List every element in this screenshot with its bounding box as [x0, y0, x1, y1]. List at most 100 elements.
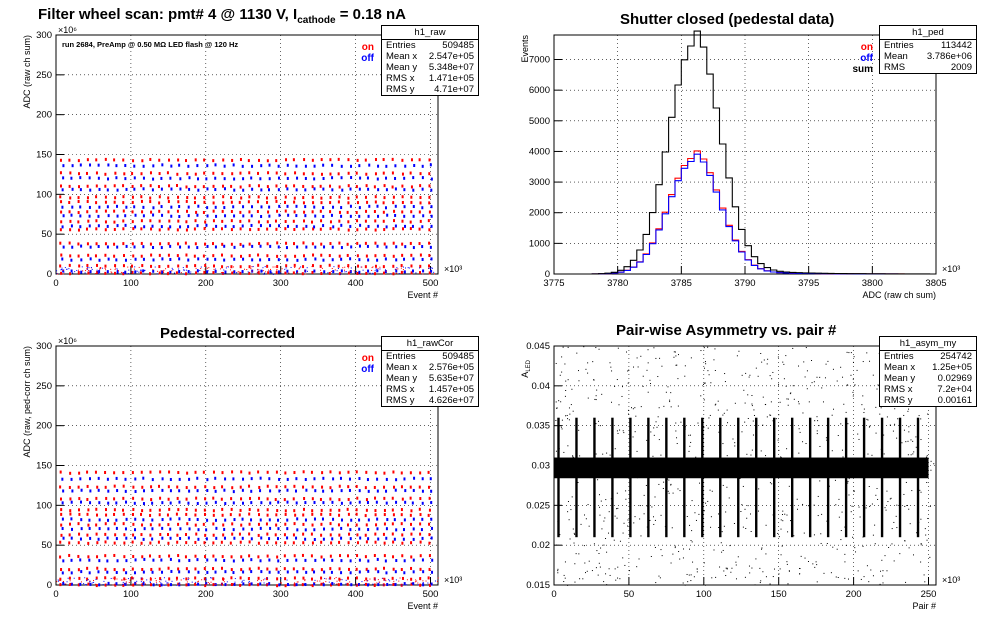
data-point	[677, 488, 679, 490]
data-point	[698, 513, 700, 515]
data-point	[56, 581, 58, 583]
data-point	[104, 576, 107, 580]
data-point	[367, 214, 370, 218]
data-point	[158, 523, 161, 527]
y-tick-label: 100	[36, 500, 52, 511]
x-tick-label: 3795	[798, 278, 819, 289]
data-point	[233, 257, 236, 261]
asymmetry-spike	[808, 417, 812, 538]
data-point	[857, 570, 859, 572]
data-point	[223, 187, 226, 191]
data-point	[194, 470, 197, 474]
data-point	[132, 522, 135, 526]
data-point	[242, 205, 245, 209]
data-point	[229, 513, 232, 517]
data-point	[868, 581, 870, 583]
data-point	[890, 497, 892, 499]
stats-row: Mean x 2.576e+05	[386, 362, 474, 373]
data-point	[346, 507, 349, 511]
data-point	[104, 522, 107, 526]
data-point	[79, 558, 82, 562]
data-point	[751, 405, 753, 407]
data-point	[221, 209, 224, 213]
data-point	[104, 242, 107, 246]
data-point	[220, 227, 223, 231]
data-point	[874, 543, 876, 545]
data-point	[161, 488, 164, 492]
data-point	[765, 524, 767, 526]
data-point	[251, 205, 254, 209]
data-point	[107, 581, 110, 585]
data-point	[320, 219, 323, 223]
data-point	[257, 263, 260, 267]
data-point	[355, 508, 358, 512]
data-point	[313, 205, 316, 209]
data-point	[572, 455, 574, 457]
data-point	[364, 158, 367, 162]
data-point	[161, 501, 164, 505]
data-point	[86, 184, 89, 188]
data-point	[764, 403, 766, 405]
data-point	[130, 576, 133, 580]
data-point	[746, 453, 748, 455]
data-point	[187, 164, 190, 168]
data-point	[893, 521, 895, 523]
data-point	[124, 273, 126, 275]
data-point	[163, 577, 165, 579]
data-point	[338, 540, 341, 544]
data-point	[283, 533, 286, 537]
data-point	[789, 393, 791, 395]
data-point	[402, 266, 404, 268]
data-point	[851, 505, 853, 507]
data-point	[150, 273, 152, 275]
data-point	[401, 541, 404, 545]
data-point	[158, 209, 161, 213]
data-point	[375, 523, 378, 527]
data-point	[123, 577, 126, 581]
data-point	[430, 214, 433, 218]
data-point	[379, 266, 381, 268]
data-point	[184, 555, 187, 559]
data-point	[356, 271, 358, 273]
data-point	[876, 488, 878, 490]
data-point	[242, 584, 244, 586]
data-point	[314, 245, 317, 249]
data-point	[182, 267, 184, 269]
data-point	[116, 188, 119, 192]
data-point	[752, 434, 754, 436]
data-point	[194, 582, 197, 586]
data-point	[280, 270, 282, 272]
data-point	[422, 570, 425, 574]
data-point	[176, 209, 179, 213]
data-point	[277, 570, 280, 574]
data-point	[585, 572, 587, 574]
data-point	[689, 434, 691, 436]
data-point	[852, 536, 854, 538]
data-point	[337, 227, 340, 231]
data-point	[293, 484, 296, 488]
data-point	[391, 185, 394, 189]
data-point	[872, 575, 874, 577]
asymmetry-spike	[916, 417, 920, 538]
data-point	[72, 272, 74, 274]
data-point	[185, 220, 188, 224]
data-point	[177, 471, 180, 475]
data-point	[248, 484, 251, 488]
data-point	[187, 245, 190, 249]
data-point	[841, 449, 843, 451]
data-point	[762, 424, 764, 426]
data-point	[152, 177, 155, 181]
data-point	[808, 401, 810, 403]
data-point	[340, 206, 343, 210]
data-point	[915, 446, 917, 448]
data-point	[330, 541, 333, 545]
data-point	[827, 482, 829, 484]
y-tick-label: 200	[36, 421, 52, 432]
data-point	[340, 223, 343, 227]
data-point	[818, 425, 820, 427]
data-point	[160, 205, 163, 209]
data-point	[114, 267, 116, 269]
data-point	[696, 571, 698, 573]
data-point	[726, 567, 728, 569]
data-point	[757, 510, 759, 512]
